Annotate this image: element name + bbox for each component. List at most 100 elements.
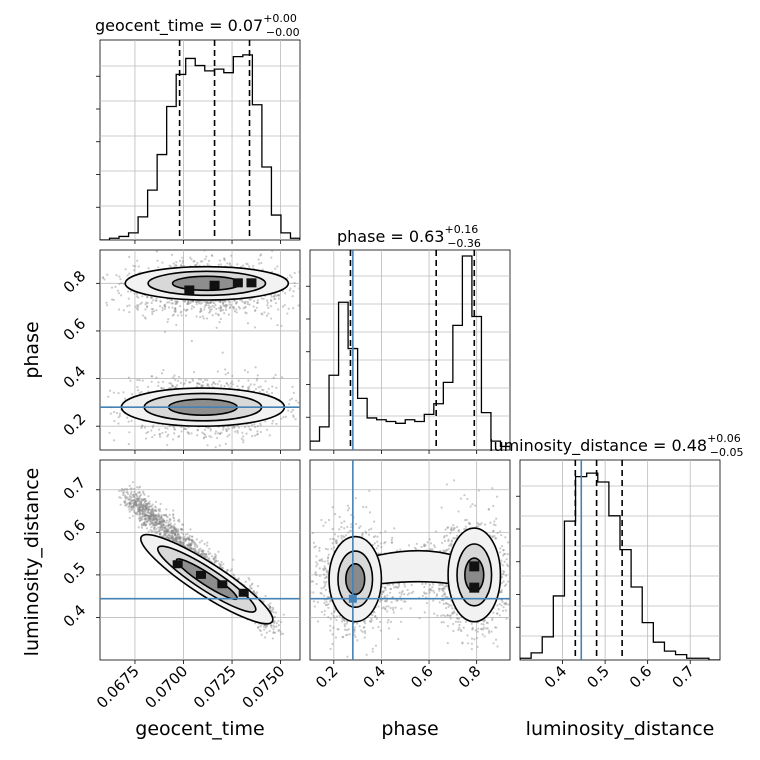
sample-point [173,386,176,389]
sample-point [140,390,143,393]
sample-point [140,512,144,516]
sample-point [108,431,111,434]
sample-point [187,432,191,435]
sample-point [134,503,137,507]
sample-point [187,302,190,306]
sample-point [142,515,145,518]
sample-point [272,631,275,634]
sample-point [281,632,285,635]
sample-point [158,518,162,521]
sample-point [150,429,153,432]
sample-point [267,387,270,390]
sample-point [171,530,174,533]
sample-point [235,311,238,314]
sample-point [168,517,171,521]
sample-point [176,535,179,538]
sample-point [136,506,139,509]
sample-point [177,540,180,543]
sample-point [145,527,149,530]
sample-point [202,550,205,553]
sample-point [174,527,177,530]
sample-point [193,542,196,546]
sample-point [157,515,161,519]
y-tick-label: 0.6 [60,315,90,345]
sample-point [136,308,140,311]
sample-point [197,551,200,554]
sample-point [139,508,142,512]
sample-point [303,402,305,404]
sample-point [154,520,158,523]
sample-point [181,523,184,526]
sample-point [356,639,359,642]
sample-point [172,529,175,532]
sample-point [201,549,204,552]
sample-point [270,317,273,320]
sample-point [146,514,149,517]
sample-point [192,371,196,374]
sample-point [156,518,159,521]
sample-point [141,515,144,518]
sample-point [199,553,203,556]
sample-point [277,629,280,632]
sample-point [138,513,142,516]
sample-point [195,302,198,306]
histogram-phase [306,249,511,454]
sample-point [173,528,176,531]
sample-point [140,504,143,507]
sample-point [262,297,265,300]
sample-point [259,424,262,427]
sample-point [292,306,295,310]
plot-area [100,250,305,450]
sample-point [263,311,266,314]
sample-point [145,305,149,308]
sample-point [291,408,295,412]
sample-point [138,506,141,509]
sample-point [157,530,160,533]
sample-point [171,385,174,388]
sample-point [391,583,395,586]
sample-point [163,526,167,529]
sample-point [128,255,131,259]
sample-point [123,500,126,503]
sample-point [258,628,261,632]
x-tick-label: 0.0725 [190,662,240,712]
sample-point [246,386,250,389]
sample-point [224,373,227,376]
sample-point [127,498,130,501]
sample-point [174,539,177,542]
sample-point [177,537,180,540]
sample-point [205,255,208,258]
sample-point [264,380,267,383]
sample-point [480,522,483,525]
sample-point [138,508,141,511]
sample-point [171,314,174,317]
sample-point [161,526,164,529]
sample-point [159,526,162,529]
sample-point [275,625,278,628]
sample-point [168,538,172,541]
sample-point [215,560,218,563]
sample-point [179,535,182,539]
sample-point [159,521,163,524]
sample-point [172,527,175,530]
sample-point [277,294,281,297]
sample-point [189,300,192,303]
sample-point [268,607,271,610]
sample-point [135,499,138,502]
sample-point [174,534,177,538]
sample-point [250,587,253,590]
sample-point [148,508,151,512]
sample-point [147,509,150,512]
sample-point [238,307,241,310]
sample-point [169,382,173,385]
sample-point [222,426,225,429]
sample-point [219,305,222,308]
sample-point [168,513,171,516]
sample-point [292,391,295,394]
sample-point [281,305,284,308]
sample-point [135,502,138,505]
sample-point [187,537,191,540]
sample-point [146,430,150,434]
sample-point [196,300,199,304]
sample-point [232,558,235,561]
